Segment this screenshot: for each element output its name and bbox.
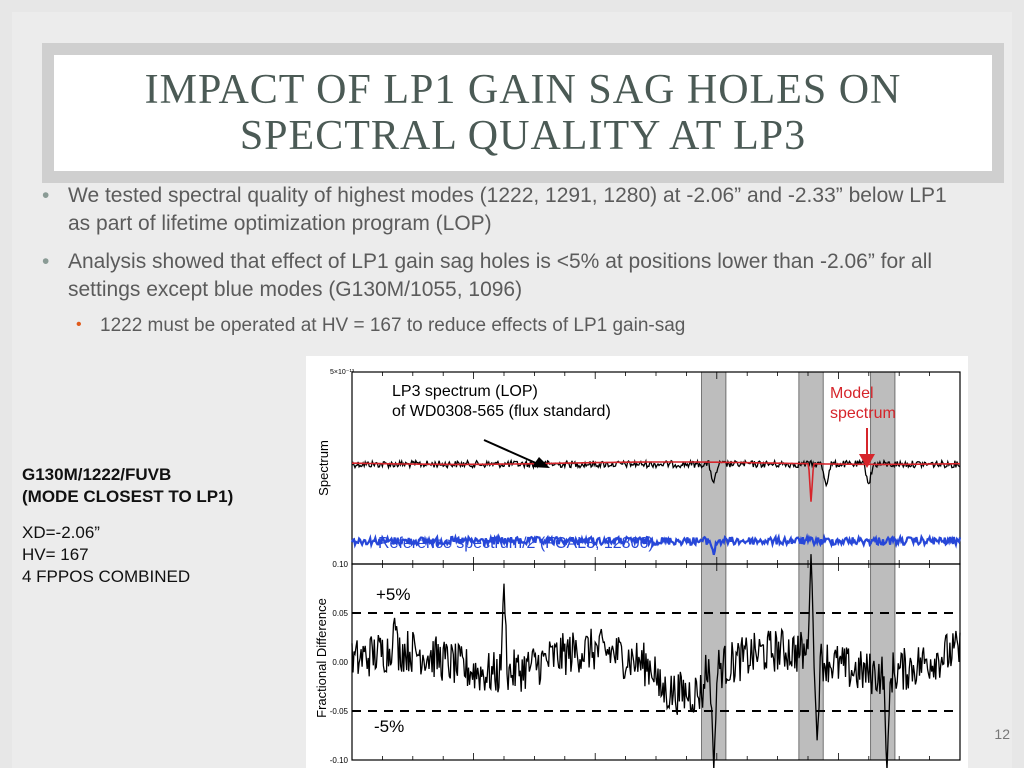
title-line-2: SPECTRAL QUALITY AT LP3	[239, 113, 807, 159]
fppos-value: 4 FPPOS COMBINED	[22, 567, 191, 586]
fractional-difference-line	[351, 554, 961, 768]
minus5-label-bg	[370, 714, 412, 738]
model-label-line-2: spectrum	[830, 405, 896, 422]
bullet-text: We tested spectral quality of highest mo…	[68, 184, 947, 235]
sub-bullet-item: • 1222 must be operated at HV = 167 to r…	[42, 314, 962, 338]
bullet-item: • Analysis showed that effect of LP1 gai…	[42, 248, 962, 304]
gain-sag-bands	[701, 371, 896, 761]
top-ylabel: Spectrum	[316, 440, 331, 496]
bottom-plot-ticks	[382, 564, 930, 760]
title-box: IMPACT OF LP1 GAIN SAG HOLES ON SPECTRAL…	[54, 55, 992, 171]
sub-bullet-text: 1222 must be operated at HV = 167 to red…	[100, 315, 686, 336]
ytick-label: 0.05	[332, 609, 348, 618]
lop-arrow-icon	[532, 457, 550, 468]
bullet-list: • We tested spectral quality of highest …	[42, 182, 962, 338]
reference-label: Reference spectrum/2 (FCAL3, 12806)	[378, 535, 654, 552]
ytick-label: -0.10	[330, 756, 349, 765]
bottom-ytick-labels: 0.10 0.05 0.00 -0.05 -0.10	[330, 560, 349, 765]
slide-title: IMPACT OF LP1 GAIN SAG HOLES ON SPECTRAL…	[145, 67, 902, 159]
ytick-label: -0.05	[330, 707, 349, 716]
lop-label-line-2: of WD0308-565 (flux standard)	[392, 403, 611, 420]
top-plot-ticks	[382, 372, 930, 564]
hv-value: HV= 167	[22, 545, 89, 564]
mode-heading-1: G130M/1222/FUVB	[22, 465, 172, 484]
mode-info: G130M/1222/FUVB (MODE CLOSEST TO LP1) XD…	[22, 464, 302, 588]
minus-5-percent-label: -5%	[374, 717, 404, 736]
plus-5-percent-label: +5%	[376, 585, 411, 604]
title-line-1: IMPACT OF LP1 GAIN SAG HOLES ON	[144, 67, 902, 113]
gain-sag-band	[870, 371, 896, 761]
reference-spectrum-line	[350, 532, 962, 556]
ytick-label: 0.10	[332, 560, 348, 569]
ytick-label: 0.00	[332, 658, 348, 667]
model-arrow-icon	[859, 454, 875, 468]
bullet-dot-icon: •	[42, 184, 50, 207]
lop-arrow-shaft	[483, 439, 539, 465]
mode-heading-2: (MODE CLOSEST TO LP1)	[22, 487, 234, 506]
model-spectrum-line	[352, 461, 960, 502]
bullet-dot-icon: •	[42, 250, 50, 273]
page-number: 12	[994, 726, 1010, 742]
gain-sag-band	[701, 371, 727, 761]
plus5-label-bg	[372, 582, 418, 606]
sub-bullet-dot-icon: •	[76, 316, 82, 333]
model-label-line-1: Model	[830, 385, 874, 402]
spectrum-figure: 5×10⁻¹³ Spectrum Fractional Difference 0…	[306, 356, 968, 768]
lop-label-line-1: LP3 spectrum (LOP)	[392, 383, 538, 400]
top-ytick-label: 5×10⁻¹³	[330, 369, 355, 376]
figure-background	[306, 356, 968, 768]
bullet-text: Analysis showed that effect of LP1 gain …	[68, 250, 933, 301]
title-frame: IMPACT OF LP1 GAIN SAG HOLES ON SPECTRAL…	[42, 43, 1004, 183]
bullet-item: • We tested spectral quality of highest …	[42, 182, 962, 238]
bottom-ylabel: Fractional Difference	[314, 598, 329, 718]
xd-value: XD=-2.06”	[22, 523, 100, 542]
